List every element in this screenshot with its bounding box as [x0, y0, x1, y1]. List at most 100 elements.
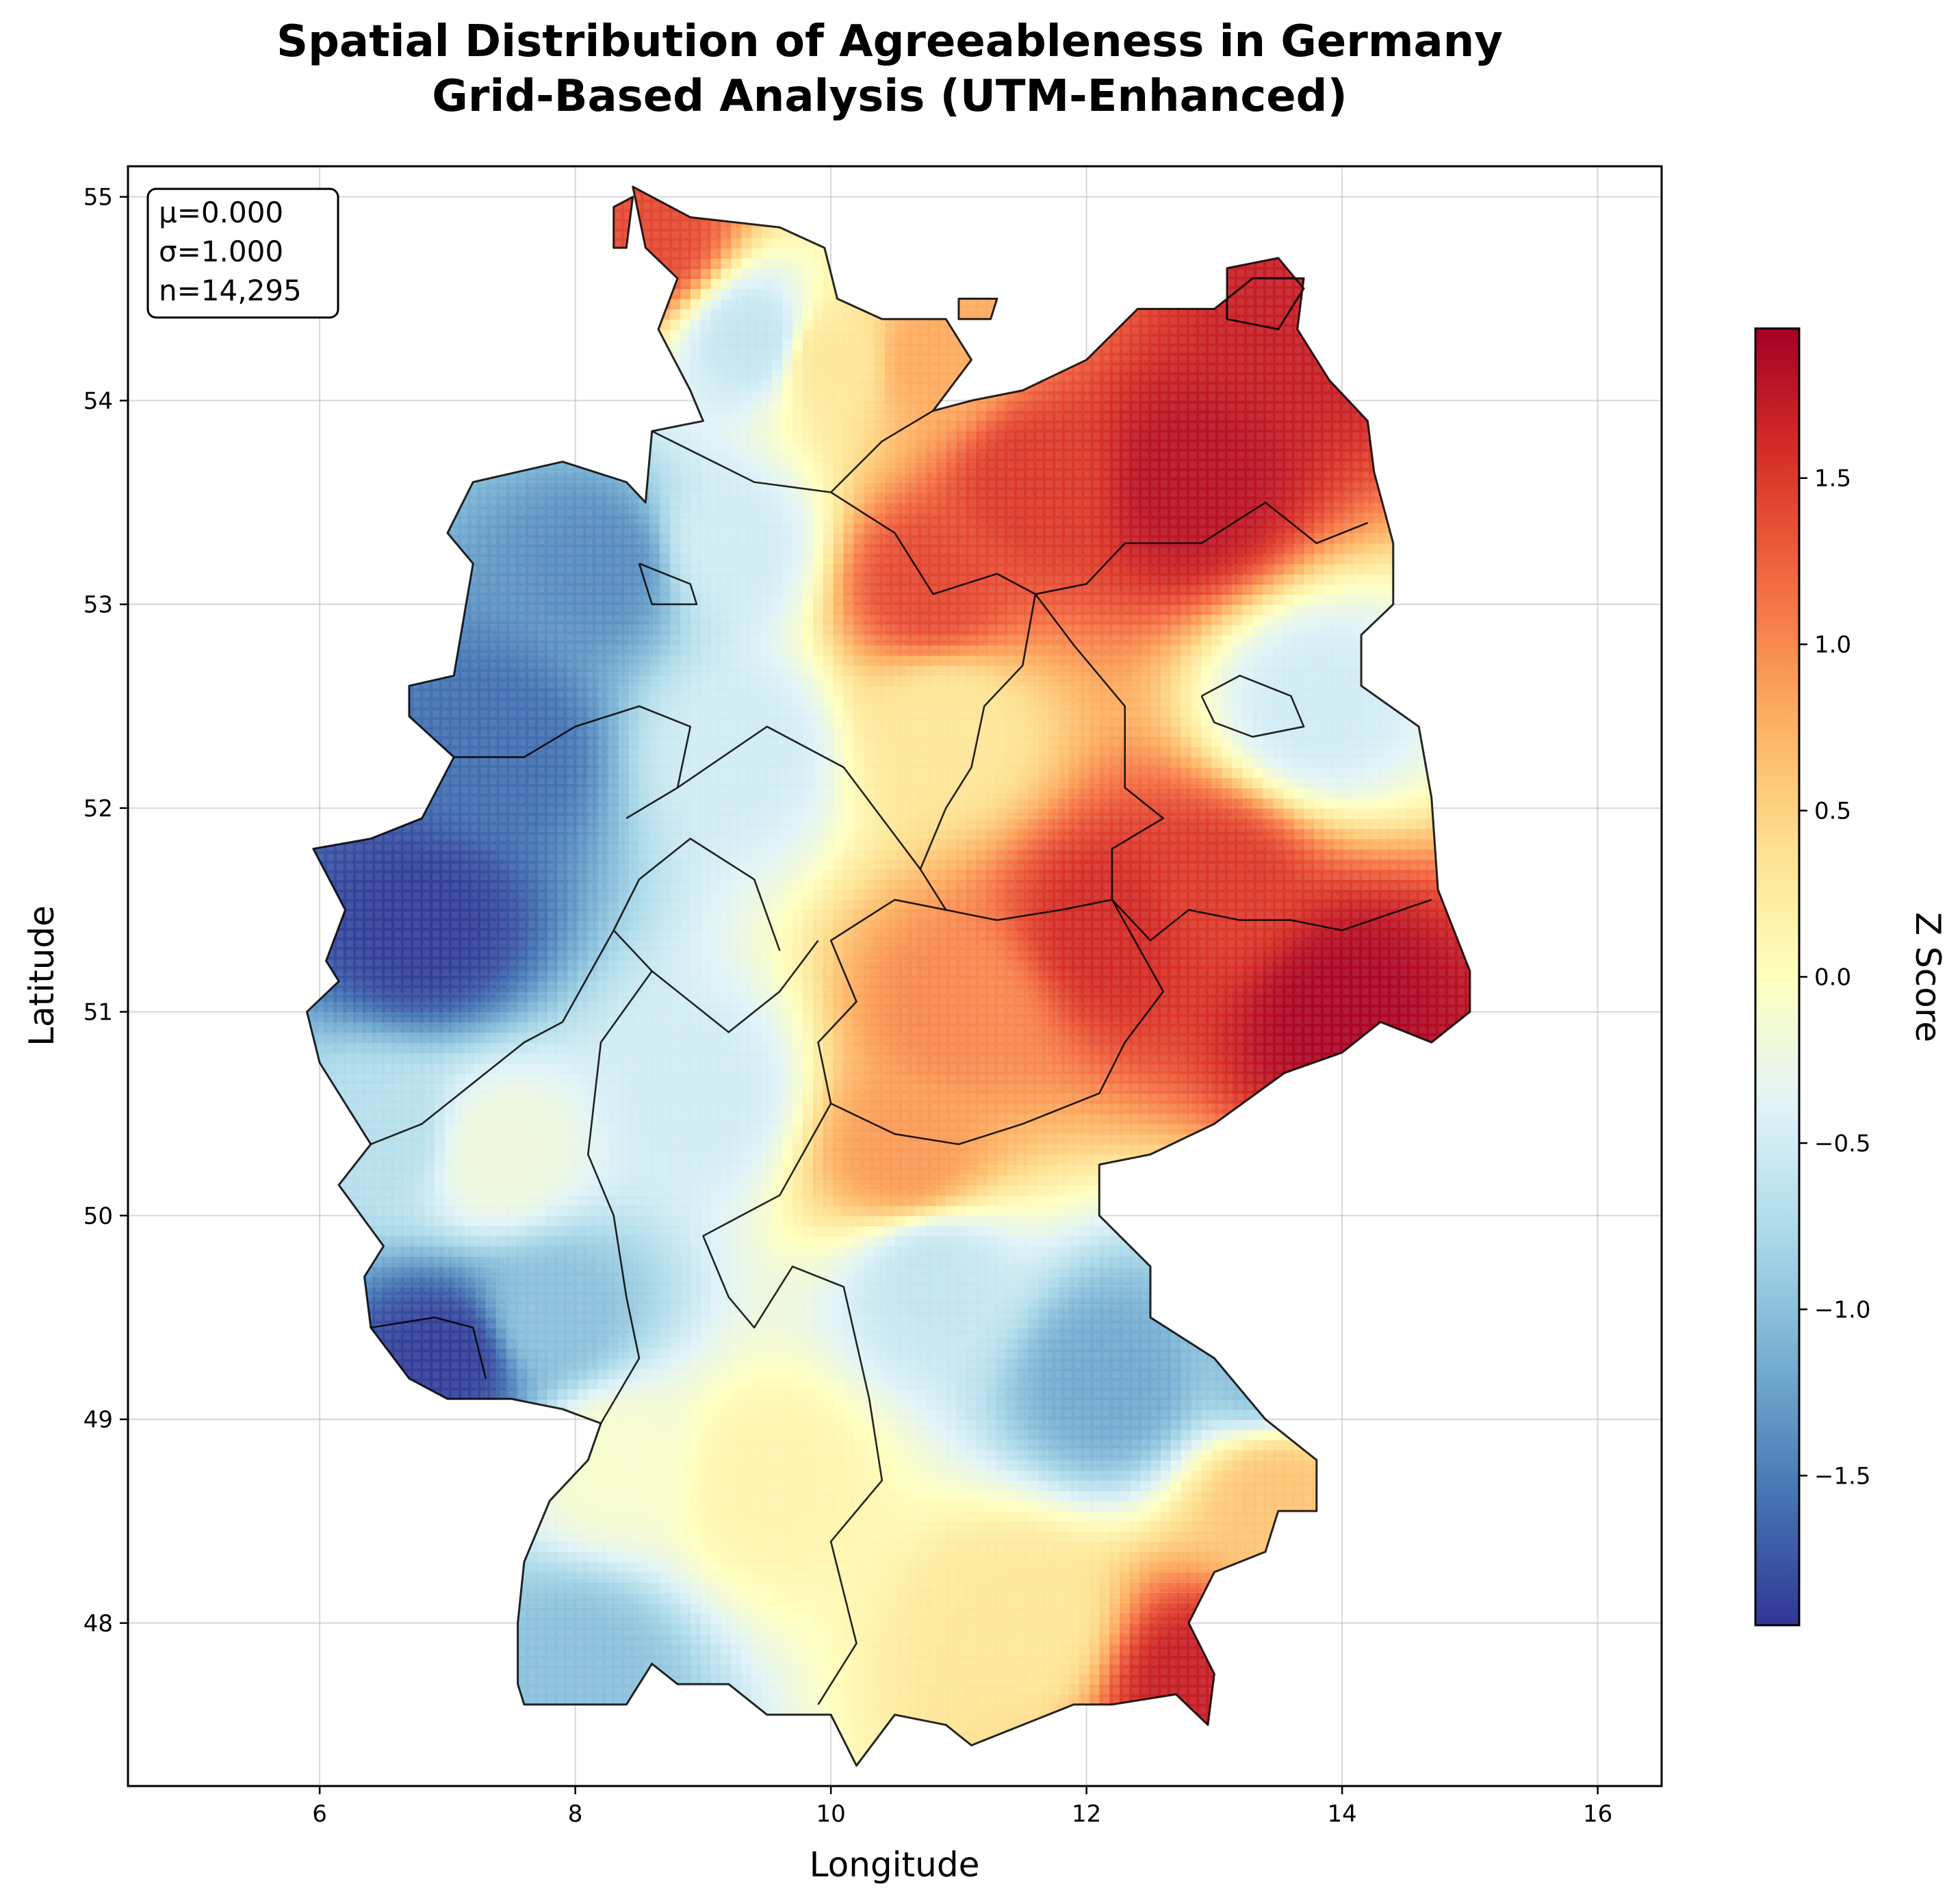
heat-cell	[1304, 1664, 1315, 1675]
heat-cell	[1488, 1755, 1499, 1766]
heat-cell	[1478, 1613, 1488, 1624]
heat-cell	[588, 1745, 599, 1757]
heat-cell	[307, 1592, 313, 1603]
heat-cell	[1252, 1714, 1264, 1726]
heat-cell	[352, 1449, 364, 1461]
heat-cell	[495, 1531, 507, 1542]
heat-cell	[383, 1460, 395, 1471]
heat-cell	[1344, 1470, 1356, 1482]
heat-cell	[424, 1603, 435, 1614]
heat-cell	[1314, 1755, 1325, 1766]
heat-cell	[690, 1694, 701, 1705]
heat-cell	[1252, 1592, 1264, 1603]
heat-cell	[1202, 1776, 1213, 1787]
heat-cell	[1395, 1409, 1407, 1420]
heat-cell	[322, 1745, 333, 1757]
heat-cell	[1457, 1470, 1468, 1482]
heat-cell	[1416, 1470, 1428, 1482]
heat-cell	[455, 1592, 466, 1603]
heat-cell	[1334, 1531, 1345, 1542]
heat-cell	[1283, 1735, 1294, 1746]
heat-cell	[404, 1572, 415, 1583]
heat-cell	[353, 1766, 364, 1776]
heat-cell	[281, 1766, 292, 1776]
heat-cell	[1436, 1674, 1447, 1685]
heat-cell	[383, 1521, 395, 1532]
heat-cell	[424, 1551, 435, 1563]
heat-cell	[476, 1521, 487, 1532]
heat-cell	[1314, 1674, 1325, 1685]
heat-cell	[1314, 1511, 1325, 1522]
heat-cell	[435, 1572, 446, 1583]
heat-cell	[1201, 1612, 1213, 1624]
heat-cell	[1406, 1511, 1417, 1522]
heat-cell	[1252, 1643, 1264, 1655]
heat-cell	[1324, 1551, 1335, 1563]
heat-cell	[1467, 1562, 1470, 1573]
heat-cell	[292, 1644, 302, 1655]
heat-cell	[1273, 1694, 1284, 1705]
heat-cell	[1478, 1409, 1488, 1420]
heat-cell	[1416, 1388, 1428, 1400]
heat-cell	[1324, 1643, 1335, 1655]
heat-cell	[506, 1470, 517, 1482]
heat-cell	[455, 1674, 466, 1685]
heat-cell	[823, 1766, 834, 1776]
heat-cell	[977, 1766, 988, 1776]
heat-cell	[506, 1684, 517, 1695]
heat-cell	[1354, 1755, 1366, 1766]
heat-cell	[1324, 1704, 1335, 1716]
heat-cell	[946, 1755, 957, 1766]
heat-cell	[1324, 1460, 1335, 1471]
heat-cell	[307, 1633, 313, 1644]
heat-cell	[1488, 1623, 1499, 1634]
heat-cell	[1488, 1409, 1499, 1420]
heat-cell	[1324, 1501, 1335, 1512]
heat-cell	[1375, 1419, 1387, 1430]
heat-cell	[1334, 1378, 1345, 1390]
heat-cell	[762, 1745, 773, 1757]
heat-cell	[1478, 1501, 1488, 1512]
heat-cell	[1426, 1592, 1438, 1603]
heat-cell	[404, 1735, 415, 1746]
heat-cell	[292, 1450, 302, 1461]
heat-cell	[1150, 1735, 1161, 1746]
heat-cell	[710, 1755, 722, 1766]
heat-cell	[639, 1755, 650, 1766]
heat-cell	[404, 1714, 415, 1726]
heat-cell	[342, 1541, 354, 1553]
heat-cell	[1467, 1368, 1470, 1380]
heat-cell	[465, 1674, 476, 1685]
heat-cell	[1324, 1684, 1335, 1695]
heat-cell	[1037, 1724, 1049, 1736]
heat-cell	[1069, 1776, 1080, 1787]
heat-cell	[1140, 1714, 1151, 1726]
heat-cell	[1334, 1592, 1345, 1603]
heat-cell	[1242, 1745, 1254, 1757]
heat-cell	[363, 1766, 374, 1776]
heat-cell	[894, 1755, 906, 1766]
heat-cell	[485, 1694, 497, 1705]
heat-cell	[465, 1582, 476, 1593]
heat-cell	[710, 1745, 722, 1757]
heat-cell	[465, 1521, 476, 1532]
heat-cell	[1416, 1480, 1428, 1492]
heat-cell	[342, 1551, 354, 1563]
heat-cell	[485, 1439, 497, 1451]
heat-cell	[373, 1735, 385, 1746]
heat-cell	[465, 1439, 476, 1451]
heat-cell	[394, 1674, 405, 1685]
heat-cell	[445, 1653, 456, 1665]
heat-cell	[1375, 1724, 1387, 1736]
heat-cell	[322, 1633, 333, 1644]
heat-cell	[1242, 1562, 1254, 1573]
heat-cell	[424, 1755, 435, 1766]
heat-cell	[404, 1643, 415, 1655]
heat-cell	[332, 1439, 344, 1451]
heat-cell	[1406, 1592, 1417, 1603]
heat-cell	[435, 1419, 446, 1430]
heat-cell	[1324, 1592, 1335, 1603]
heat-cell	[292, 1501, 302, 1512]
heat-cell	[639, 1735, 650, 1746]
heat-cell	[383, 1643, 395, 1655]
